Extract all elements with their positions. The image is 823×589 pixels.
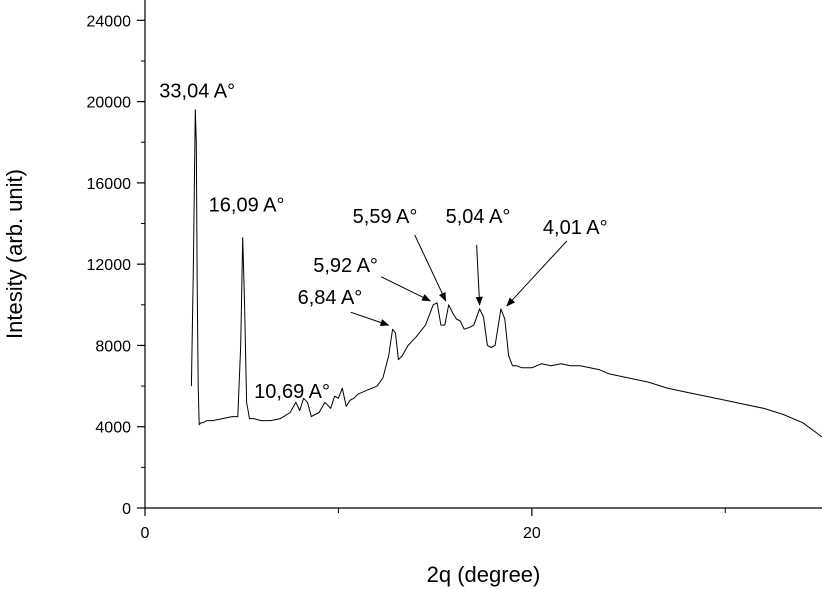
y-tick-label: 24000 <box>87 13 132 30</box>
annotations: 33,04 A° 16,09 A° 10,69 A° 6,84 A° 5,92 A° 5,… <box>159 81 607 403</box>
peak-label: 5,92 A° <box>313 255 378 277</box>
series-line <box>190 109 823 438</box>
peak-label: 4,01 A° <box>543 217 608 239</box>
y-tick-label: 16000 <box>87 176 132 193</box>
peak-label: 33,04 A° <box>159 81 235 103</box>
peak-arrow <box>350 311 390 326</box>
x-axis-label: 2q (degree) <box>427 562 541 587</box>
plot-area <box>190 109 823 438</box>
axes: 0 4000 8000 12000 16000 20000 24000 0 20 <box>87 0 822 542</box>
y-tick-label: 0 <box>122 501 131 518</box>
peak-arrow <box>414 234 447 302</box>
peak-label: 6,84 A° <box>298 287 363 309</box>
peak-label: 5,04 A° <box>446 206 511 228</box>
y-axis-label: Intesity (arb. unit) <box>2 169 27 339</box>
x-tick-label: 0 <box>141 525 150 542</box>
y-tick-label: 20000 <box>87 95 132 112</box>
peak-label: 16,09 A° <box>209 195 285 217</box>
y-tick-label: 4000 <box>95 420 131 437</box>
peak-arrow <box>475 244 483 306</box>
peak-arrow <box>506 240 568 307</box>
y-tick-label: 8000 <box>95 338 131 355</box>
peak-label: 5,59 A° <box>353 206 418 228</box>
peak-label: 10,69 A° <box>254 381 330 403</box>
y-tick-label: 12000 <box>87 257 132 274</box>
peak-arrow <box>380 276 432 302</box>
x-tick-label: 20 <box>523 525 541 542</box>
